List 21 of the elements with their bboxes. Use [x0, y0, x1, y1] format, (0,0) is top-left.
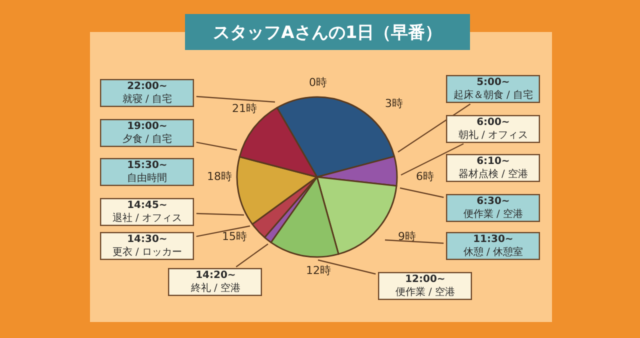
text: 21時 [232, 102, 257, 115]
text: 0時 [309, 76, 327, 89]
chart-title: スタッフAさんの1日（早番） [213, 22, 442, 43]
text: 11:30~ 休憩 / 休憩室 [463, 234, 524, 258]
text: 6時 [416, 170, 434, 183]
text: 3時 [385, 97, 403, 110]
text: 15:30~ 自由時間 [127, 160, 168, 184]
text: 12時 [306, 264, 331, 277]
text: 14:45~ 退社 / オフィス [112, 200, 182, 224]
text: 12:00~ 便作業 / 空港 [395, 274, 456, 298]
text: 14:30~ 更衣 / ロッカー [112, 234, 182, 258]
text: 14:20~ 終礼 / 空港 [190, 270, 241, 294]
text: 6:10~ 器材点検 / 空港 [458, 156, 528, 180]
text: 9時 [398, 230, 416, 243]
text: 6:00~ 朝礼 / オフィス [458, 117, 528, 142]
text: 6:30~ 便作業 / 空港 [463, 196, 524, 220]
text: 5:00~ 起床＆朝食 / 自宅 [453, 77, 534, 102]
text: 19:00~ 夕食 / 自宅 [122, 121, 172, 146]
text: 18時 [207, 170, 232, 183]
text: 15時 [222, 230, 247, 243]
text: 22:00~ 就寝 / 自宅 [122, 81, 172, 106]
